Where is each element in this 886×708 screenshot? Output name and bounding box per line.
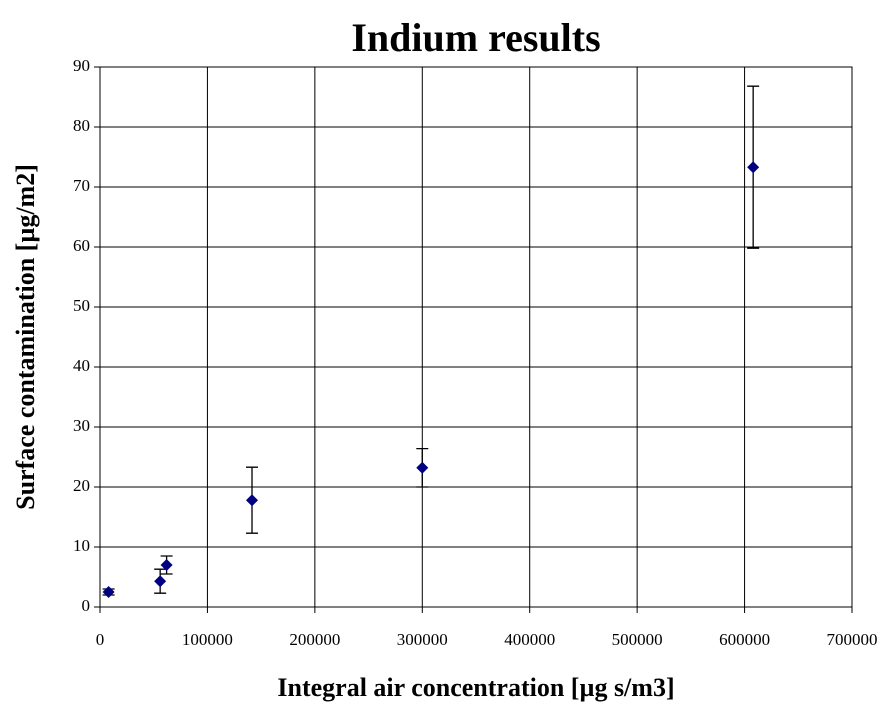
x-tick-label: 100000: [182, 630, 233, 649]
y-axis-label: Surface contamination [µg/m2]: [11, 164, 40, 510]
y-tick-label: 10: [73, 536, 90, 555]
point: [416, 461, 429, 474]
y-tick-label: 80: [73, 116, 90, 135]
y-tick-label: 70: [73, 176, 90, 195]
x-tick-label: 200000: [289, 630, 340, 649]
x-tick-label: 700000: [827, 630, 878, 649]
y-tick-label: 20: [73, 476, 90, 495]
x-tick-label: 300000: [397, 630, 448, 649]
point: [102, 586, 115, 598]
x-tick-label: 500000: [612, 630, 663, 649]
point: [160, 559, 173, 571]
x-axis-label: Integral air concentration [µg s/m3]: [277, 673, 674, 702]
x-tick-label: 400000: [504, 630, 555, 649]
point: [154, 575, 167, 588]
x-tick-label: 600000: [719, 630, 770, 649]
y-tick-label: 90: [73, 56, 90, 75]
point: [246, 494, 259, 507]
plot-border: [99, 66, 853, 608]
y-tick-label: 30: [73, 416, 90, 435]
y-tick-label: 0: [82, 596, 91, 615]
y-tick-label: 40: [73, 356, 90, 375]
y-tick-label: 60: [73, 236, 90, 255]
x-tick-label: 0: [96, 630, 105, 649]
point: [747, 161, 760, 174]
chart-title: Indium results: [351, 15, 600, 60]
y-tick-label: 50: [73, 296, 90, 315]
